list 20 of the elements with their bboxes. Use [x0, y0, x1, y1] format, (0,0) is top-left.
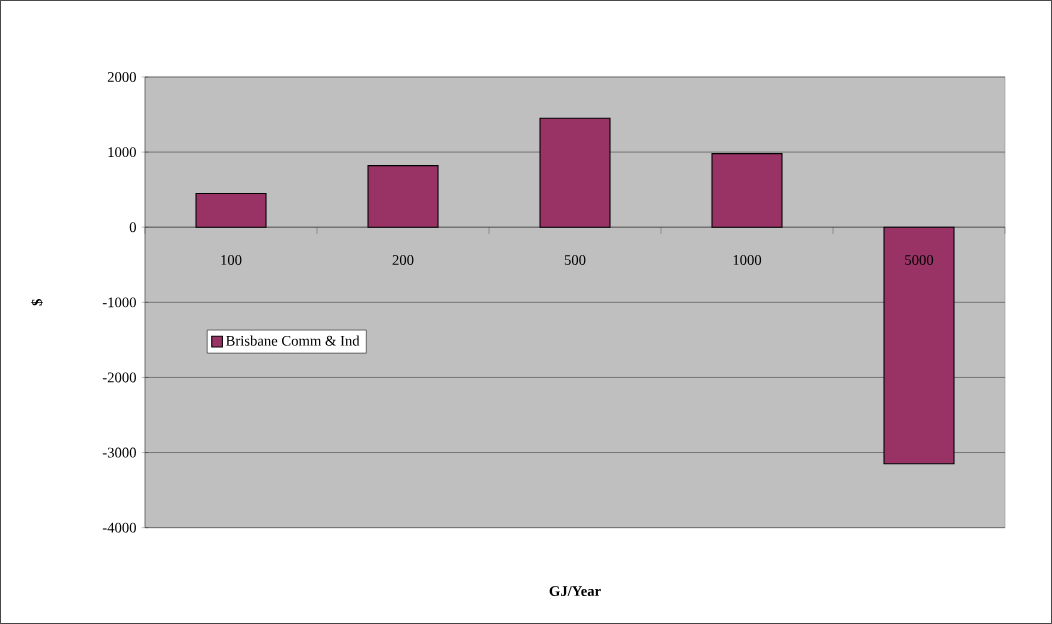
- x-tick-label: 100: [221, 255, 242, 265]
- x-tick-label: 500: [564, 255, 586, 265]
- bar: [711, 153, 783, 228]
- x-tick-label: 1000: [733, 255, 762, 265]
- bar: [367, 165, 439, 228]
- y-tick-label: 0: [129, 222, 136, 233]
- x-tick-label: 5000: [905, 255, 934, 265]
- legend-label: Brisbane Comm & Ind: [226, 335, 360, 346]
- x-tick-label: 200: [392, 255, 414, 265]
- y-tick-label: -4000: [102, 522, 136, 533]
- bar: [539, 117, 611, 228]
- y-tick-label: -1000: [102, 297, 136, 308]
- y-tick-label: 2000: [107, 72, 136, 82]
- x-axis-title: GJ/Year: [549, 586, 601, 596]
- y-axis-title: $: [31, 299, 43, 306]
- bar: [883, 226, 955, 465]
- y-tick-label: 1000: [108, 147, 136, 158]
- bar: [195, 192, 267, 228]
- y-tick-label: -3000: [102, 447, 136, 458]
- y-tick-label: -2000: [102, 372, 136, 383]
